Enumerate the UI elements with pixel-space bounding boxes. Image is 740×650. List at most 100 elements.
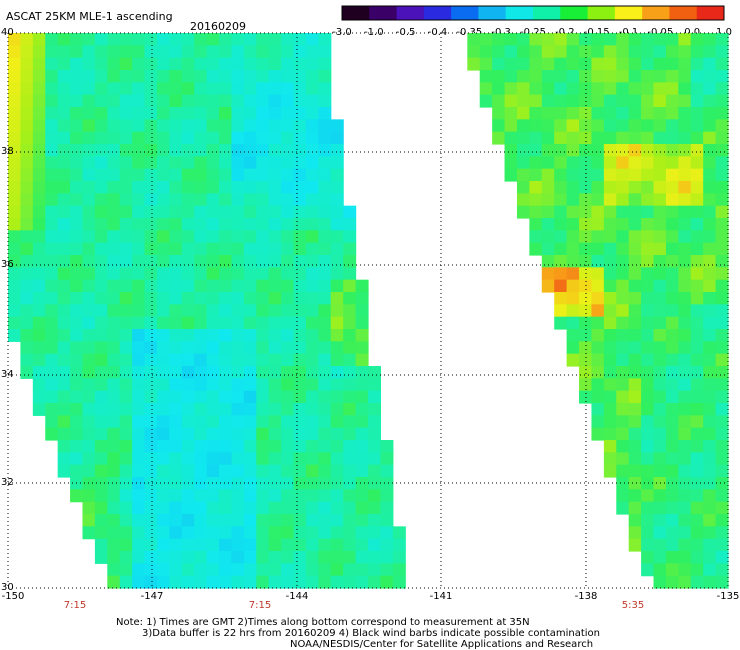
swath-cell xyxy=(467,33,481,46)
swath-cell xyxy=(256,292,270,305)
swath-cell xyxy=(32,156,46,170)
swath-cell xyxy=(678,403,692,416)
swath-cell xyxy=(703,341,717,355)
swath-cell xyxy=(541,267,555,281)
swath-cell xyxy=(94,304,108,318)
swath-cell xyxy=(82,57,96,71)
swath-cell xyxy=(690,551,704,564)
swath-cell xyxy=(678,218,692,231)
swath-cell xyxy=(529,57,543,71)
swath-cell xyxy=(579,168,593,182)
swath-cell xyxy=(616,94,630,108)
swath-cell xyxy=(82,514,96,527)
swath-cell xyxy=(132,526,146,540)
swath-cell xyxy=(94,255,108,268)
swath-cell xyxy=(678,230,692,244)
swath-cell xyxy=(268,292,282,305)
swath-cell xyxy=(566,242,580,256)
swath-cell xyxy=(57,427,71,441)
swath-cell xyxy=(82,366,96,379)
swath-cell xyxy=(194,304,208,318)
swath-cell xyxy=(541,33,555,46)
swath-cell xyxy=(703,415,717,429)
swath-cell xyxy=(231,415,245,429)
swath-cell xyxy=(343,551,357,564)
swath-cell xyxy=(628,230,642,244)
swath-cell xyxy=(82,82,96,96)
swath-cell xyxy=(256,304,270,318)
swath-cell xyxy=(318,218,332,231)
swath-cell xyxy=(541,82,555,96)
swath-cell xyxy=(20,181,34,194)
swath-cell xyxy=(57,33,71,46)
swath-cell xyxy=(628,45,642,59)
swath-cell xyxy=(70,107,84,120)
swath-cell xyxy=(305,353,319,367)
swath-cell xyxy=(194,403,208,416)
swath-cell xyxy=(591,403,605,416)
swath-cell xyxy=(169,168,183,182)
swath-cell xyxy=(243,144,257,157)
swath-cell xyxy=(94,107,108,120)
swath-cell xyxy=(281,218,295,231)
swath-cell xyxy=(293,94,307,108)
swath-cell xyxy=(107,440,121,453)
swath-cell xyxy=(566,94,580,108)
swath-cell xyxy=(479,94,493,108)
swath-cell xyxy=(32,255,46,268)
swath-cell xyxy=(107,575,121,589)
swath-cell xyxy=(107,341,121,355)
swath-cell xyxy=(380,514,394,527)
swath-cell xyxy=(603,156,617,170)
swath-cell xyxy=(628,427,642,441)
swath-cell xyxy=(566,82,580,96)
swath-cell xyxy=(343,230,357,244)
swath-cell xyxy=(355,390,369,404)
swath-cell xyxy=(653,82,667,96)
swath-cell xyxy=(107,304,121,318)
swath-cell xyxy=(355,464,369,478)
swath-cell xyxy=(516,70,530,83)
swath-cell xyxy=(231,242,245,256)
swath-cell xyxy=(566,33,580,46)
swath-cell xyxy=(690,464,704,478)
swath-cell xyxy=(119,440,133,453)
swath-cell xyxy=(318,242,332,256)
colorbar-tick-label: -1.0 xyxy=(364,27,384,38)
swath-cell xyxy=(330,267,344,281)
swath-cell xyxy=(169,218,183,231)
swath-cell xyxy=(641,304,655,318)
swath-cell xyxy=(628,292,642,305)
swath-cell xyxy=(305,366,319,379)
swath-cell xyxy=(8,304,22,318)
swath-cell xyxy=(591,57,605,71)
swath-cell xyxy=(82,440,96,453)
swath-cell xyxy=(256,144,270,157)
swath-cell xyxy=(156,279,170,293)
swath-cell xyxy=(132,292,146,305)
swath-cell xyxy=(243,452,257,466)
swath-cell xyxy=(678,366,692,379)
swath-cell xyxy=(156,440,170,453)
swath-cell xyxy=(144,366,158,379)
swath-cell xyxy=(256,33,270,46)
swath-cell xyxy=(368,575,382,589)
swath-cell xyxy=(355,341,369,355)
swath-cell xyxy=(119,33,133,46)
swath-cell xyxy=(355,353,369,367)
swath-cell xyxy=(144,156,158,170)
swath-cell xyxy=(70,242,84,256)
swath-cell xyxy=(132,366,146,379)
swath-cell xyxy=(231,501,245,515)
swath-cell xyxy=(318,304,332,318)
swath-cell xyxy=(107,464,121,478)
swath-cell xyxy=(715,440,729,453)
swath-cell xyxy=(144,563,158,577)
swath-cell xyxy=(368,452,382,466)
swath-cell xyxy=(628,378,642,392)
swath-cell xyxy=(70,144,84,157)
swath-cell xyxy=(355,489,369,503)
swath-cell xyxy=(94,242,108,256)
swath-cell xyxy=(94,526,108,540)
swath-cell xyxy=(8,119,22,133)
